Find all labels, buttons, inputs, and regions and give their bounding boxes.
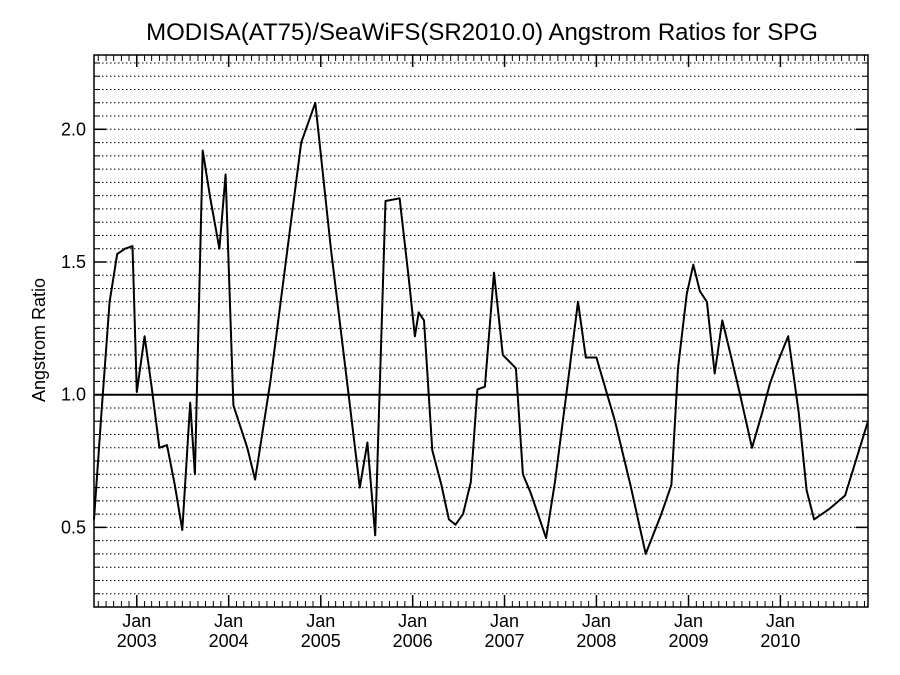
x-tick-label-month: Jan — [490, 611, 519, 631]
gridlines — [94, 62, 868, 608]
x-tick-label-year: 2010 — [760, 631, 800, 651]
series-line-angstrom-ratio — [93, 101, 869, 555]
x-tick-label-month: Jan — [214, 611, 243, 631]
plot-frame — [93, 54, 869, 608]
x-tick-label-year: 2009 — [669, 631, 709, 651]
y-tick-label: 1.0 — [61, 385, 86, 405]
x-tick-label-year: 2007 — [485, 631, 525, 651]
axis-ticks: 0.51.01.52.0Jan2003Jan2004Jan2005Jan2006… — [61, 55, 868, 651]
x-tick-label-year: 2003 — [117, 631, 157, 651]
y-tick-label: 2.0 — [61, 119, 86, 139]
x-tick-label-month: Jan — [766, 611, 795, 631]
y-tick-label: 0.5 — [61, 517, 86, 537]
x-tick-label-month: Jan — [582, 611, 611, 631]
x-tick-label-year: 2005 — [301, 631, 341, 651]
x-tick-label-month: Jan — [122, 611, 151, 631]
x-tick-label-year: 2006 — [393, 631, 433, 651]
x-tick-label-year: 2004 — [209, 631, 249, 651]
x-tick-label-month: Jan — [398, 611, 427, 631]
chart-title: MODISA(AT75)/SeaWiFS(SR2010.0) Angstrom … — [146, 19, 818, 46]
x-tick-label-month: Jan — [674, 611, 703, 631]
x-tick-label-year: 2008 — [576, 631, 616, 651]
y-tick-label: 1.5 — [61, 252, 86, 272]
x-tick-label-month: Jan — [306, 611, 335, 631]
y-axis-label: Angstrom Ratio — [29, 278, 49, 402]
